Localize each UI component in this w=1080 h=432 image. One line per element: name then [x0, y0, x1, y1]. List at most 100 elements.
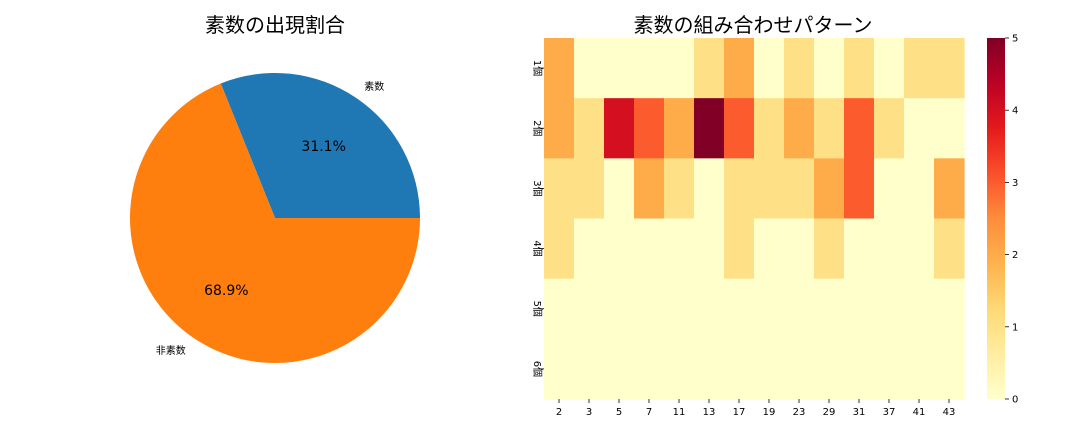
x-tick-label-1: 3: [586, 407, 592, 418]
x-tick-label-9: 29: [823, 407, 836, 418]
heatmap-cell-1-13: [934, 98, 965, 159]
pie-slice-1: [129, 83, 420, 364]
heatmap-cell-5-0: [544, 338, 575, 400]
heatmap-cell-4-13: [934, 278, 965, 340]
heatmap-cell-0-10: [844, 38, 875, 99]
heatmap-cell-1-1: [574, 98, 605, 159]
heatmap-cell-2-9: [814, 158, 845, 220]
heatmap-cell-2-10: [844, 158, 875, 220]
heatmap-cell-0-11: [874, 38, 905, 99]
heatmap-cell-5-1: [574, 338, 605, 400]
heatmap-cell-3-13: [934, 218, 965, 280]
heatmap-cell-5-5: [694, 338, 725, 400]
heatmap-cell-5-13: [934, 338, 965, 400]
pie-pct-1: 68.9%: [204, 283, 248, 299]
heatmap-cell-4-8: [784, 278, 815, 340]
x-tick-label-0: 2: [556, 407, 562, 418]
heatmap-cell-5-2: [604, 338, 635, 400]
y-tick-label-0: 1個: [531, 60, 544, 76]
heatmap-cell-4-3: [634, 278, 665, 340]
heatmap-cell-3-5: [694, 218, 725, 280]
heatmap-cell-4-10: [844, 278, 875, 340]
heatmap-cell-0-4: [664, 38, 695, 99]
heatmap-cell-0-5: [694, 38, 725, 99]
heatmap-cell-5-11: [874, 338, 905, 400]
heatmap-cell-0-6: [724, 38, 755, 99]
pie-pct-0: 31.1%: [301, 139, 345, 155]
y-tick-label-5: 6個: [531, 361, 544, 377]
colorbar-bar: [987, 38, 1005, 399]
y-tick-label-3: 4個: [531, 240, 544, 256]
heatmap-cell-1-11: [874, 98, 905, 159]
heatmap-cell-5-12: [904, 338, 935, 400]
heatmap-title: 素数の組み合わせパターン: [634, 13, 873, 37]
x-tick-label-7: 19: [763, 407, 776, 418]
heatmap-cell-0-0: [544, 38, 575, 99]
heatmap-cell-3-2: [604, 218, 635, 280]
heatmap-cell-2-11: [874, 158, 905, 220]
heatmap-cell-2-1: [574, 158, 605, 220]
x-tick-label-8: 23: [793, 407, 806, 418]
colorbar-tick-label-4: 4: [1012, 106, 1018, 117]
heatmap-cell-0-7: [754, 38, 785, 99]
heatmap-cell-4-0: [544, 278, 575, 340]
heatmap-cell-3-0: [544, 218, 575, 280]
heatmap-cell-5-9: [814, 338, 845, 400]
heatmap-cell-2-6: [724, 158, 755, 220]
heatmap-cell-1-8: [784, 98, 815, 159]
colorbar-tick-label-1: 1: [1012, 322, 1018, 333]
heatmap-cell-3-9: [814, 218, 845, 280]
colorbar: 0 1 2 3 4 5: [987, 34, 1018, 406]
heatmap-cell-4-9: [814, 278, 845, 340]
heatmap-cell-2-13: [934, 158, 965, 220]
heatmap-cell-0-1: [574, 38, 605, 99]
heatmap-cell-3-10: [844, 218, 875, 280]
heatmap-cell-1-7: [754, 98, 785, 159]
x-tick-label-10: 31: [853, 407, 866, 418]
heatmap-cell-2-0: [544, 158, 575, 220]
heatmap-cell-5-7: [754, 338, 785, 400]
heatmap-cell-2-3: [634, 158, 665, 220]
heatmap-cell-3-1: [574, 218, 605, 280]
heatmap-cell-2-5: [694, 158, 725, 220]
heatmap-cell-0-8: [784, 38, 815, 99]
y-tick-label-2: 3個: [531, 180, 544, 196]
colorbar-tick-label-3: 3: [1012, 178, 1018, 189]
heatmap-cell-1-12: [904, 98, 935, 159]
x-tick-label-6: 17: [733, 407, 746, 418]
heatmap-cell-2-2: [604, 158, 635, 220]
heatmap-cell-0-12: [904, 38, 935, 99]
heatmap-cell-5-10: [844, 338, 875, 400]
heatmap-cell-1-0: [544, 98, 575, 159]
heatmap-cell-2-4: [664, 158, 695, 220]
x-tick-label-11: 37: [883, 407, 896, 418]
heatmap-cell-1-5: [694, 98, 725, 159]
y-tick-label-4: 5個: [531, 301, 544, 317]
x-tick-label-3: 7: [646, 407, 652, 418]
heatmap-cell-1-4: [664, 98, 695, 159]
x-tick-label-5: 13: [703, 407, 716, 418]
colorbar-tick-label-0: 0: [1012, 395, 1018, 406]
heatmap-cell-4-1: [574, 278, 605, 340]
heatmap-cell-0-9: [814, 38, 845, 99]
heatmap-cell-0-13: [934, 38, 965, 99]
pie-title: 素数の出現割合: [205, 13, 345, 37]
heatmap-cell-3-12: [904, 218, 935, 280]
heatmap-cell-0-2: [604, 38, 635, 99]
pie-label-1: 非素数: [156, 344, 186, 357]
x-tick-label-4: 11: [673, 407, 686, 418]
x-tick-label-2: 5: [616, 407, 622, 418]
heatmap-cell-5-3: [634, 338, 665, 400]
heatmap-cell-3-6: [724, 218, 755, 280]
heatmap-cell-3-4: [664, 218, 695, 280]
x-tick-label-13: 43: [943, 407, 956, 418]
heatmap-cell-2-7: [754, 158, 785, 220]
heatmap-cell-1-10: [844, 98, 875, 159]
heatmap-cell-4-5: [694, 278, 725, 340]
heatmap-cell-2-12: [904, 158, 935, 220]
heatmap-cell-4-2: [604, 278, 635, 340]
pie-chart: 素数 31.1% 非素数 68.9%: [129, 73, 420, 364]
heatmap-cell-1-6: [724, 98, 755, 159]
heatmap-cell-2-8: [784, 158, 815, 220]
